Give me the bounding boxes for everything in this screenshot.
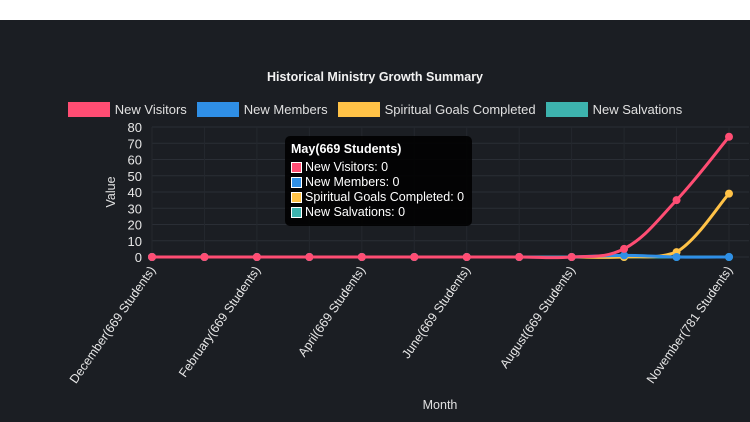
- tooltip-row: Spiritual Goals Completed: 0: [291, 190, 464, 205]
- data-point: [620, 251, 629, 260]
- y-tick-label: 40: [128, 185, 142, 200]
- legend-swatch: [67, 102, 110, 117]
- legend-label: New Salvations: [592, 102, 683, 117]
- tooltip-text: New Members: 0: [305, 175, 400, 189]
- x-tick-label: April(669 Students): [295, 264, 368, 360]
- legend-item-new-members[interactable]: New Members: [196, 102, 328, 117]
- chart-title: Historical Ministry Growth Summary: [266, 70, 484, 84]
- data-point: [410, 253, 419, 261]
- legend-swatch: [337, 102, 380, 117]
- data-point: [725, 189, 733, 198]
- data-point: [200, 253, 209, 261]
- y-tick-label: 20: [128, 218, 142, 233]
- tooltip-row: New Salvations: 0: [291, 205, 464, 220]
- data-point: [252, 253, 261, 261]
- data-point: [148, 253, 156, 261]
- top-bar: [0, 0, 750, 20]
- data-point: [620, 244, 629, 253]
- tooltip-text: Spiritual Goals Completed: 0: [305, 190, 465, 204]
- tooltip-row: New Visitors: 0: [291, 160, 464, 175]
- legend: New Visitors New Members Spiritual Goals…: [0, 102, 750, 117]
- data-point: [305, 253, 314, 261]
- legend-item-spiritual-goals[interactable]: Spiritual Goals Completed: [337, 102, 536, 117]
- x-tick-label: June(669 Students): [399, 264, 473, 361]
- tooltip-swatch: [291, 162, 302, 173]
- tooltip-row: New Members: 0: [291, 175, 464, 190]
- y-tick-label: 70: [128, 136, 142, 151]
- y-tick-label: 10: [128, 234, 142, 249]
- x-axis-title: Month: [423, 398, 458, 412]
- tooltip: May(669 Students) New Visitors: 0 New Me…: [285, 136, 473, 226]
- tooltip-swatch: [291, 207, 302, 218]
- y-tick-label: 30: [128, 201, 142, 216]
- y-axis-title: Value: [104, 176, 118, 207]
- y-tick-label: 80: [128, 120, 142, 135]
- data-point: [672, 196, 681, 205]
- data-point: [725, 253, 733, 261]
- legend-swatch: [545, 102, 588, 117]
- data-point: [357, 253, 366, 261]
- x-tick-label: November(781 Students): [644, 264, 736, 386]
- tooltip-text: New Visitors: 0: [305, 160, 389, 174]
- data-point: [515, 253, 524, 261]
- legend-label: New Members: [243, 102, 328, 117]
- y-tick-label: 50: [128, 169, 142, 184]
- tooltip-text: New Salvations: 0: [305, 205, 406, 219]
- tooltip-swatch: [291, 177, 302, 188]
- legend-swatch: [196, 102, 239, 117]
- tooltip-swatch: [291, 192, 302, 203]
- data-point: [462, 253, 471, 261]
- data-point: [725, 132, 733, 141]
- legend-item-new-salvations[interactable]: New Salvations: [545, 102, 683, 117]
- data-point: [672, 253, 681, 261]
- legend-label: Spiritual Goals Completed: [384, 102, 536, 117]
- y-tick-label: 0: [135, 250, 142, 265]
- x-tick-label: August(669 Students): [497, 264, 578, 371]
- legend-item-new-visitors[interactable]: New Visitors: [67, 102, 187, 117]
- x-tick-label: December(669 Students): [67, 264, 159, 386]
- legend-label: New Visitors: [114, 102, 187, 117]
- tooltip-title: May(669 Students): [291, 142, 402, 156]
- x-tick-label: February(669 Students): [176, 264, 263, 380]
- y-tick-label: 60: [128, 153, 142, 168]
- data-point: [567, 253, 576, 261]
